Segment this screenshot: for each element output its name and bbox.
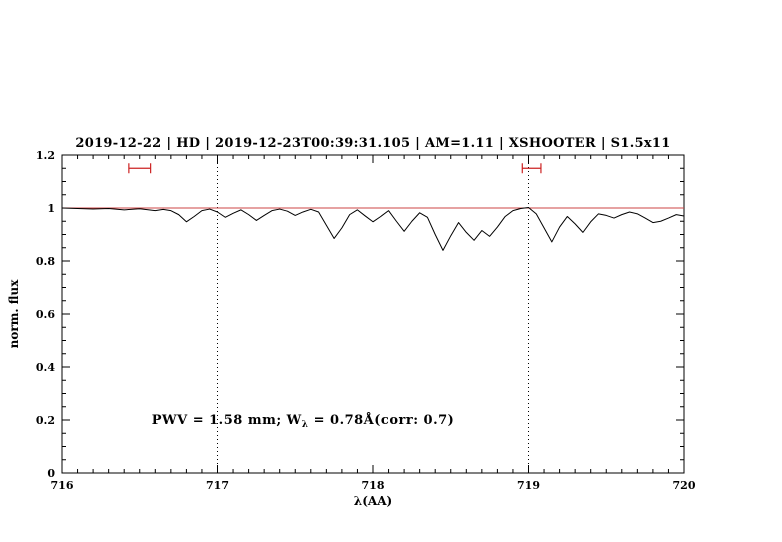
annotation-prefix: PWV = 1.58 mm; W [152,413,302,428]
y-tick-label: 1 [47,202,55,215]
y-tick-label: 0.8 [36,255,55,268]
y-tick-label: 0.4 [36,361,55,374]
x-tick-label: 716 [51,479,74,492]
pwv-annotation: PWV = 1.58 mm; Wλ = 0.78Å(corr: 0.7) [152,412,455,430]
axes-layer: 716 717 718 719 720 0 0.2 0.4 0.6 0.8 1 1.2 [36,149,696,492]
x-axis-label: λ(AA) [354,494,392,508]
marker-layer [128,163,542,174]
y-tick-label: 0.6 [36,308,55,321]
y-tick-label: 0 [47,467,55,480]
annotation-subscript: λ [302,420,309,430]
series-layer [61,206,685,251]
x-tick-label: 717 [206,479,229,492]
spectrum-line [61,206,685,251]
plot-title: 2019-12-22 | HD | 2019-12-23T00:39:31.10… [75,136,670,151]
y-tick-label: 1.2 [36,149,55,162]
annotation-suffix: = 0.78Å(corr: 0.7) [309,412,455,428]
x-tick-label: 719 [517,479,540,492]
y-tick-label: 0.2 [36,414,55,427]
x-tick-label: 720 [673,479,696,492]
x-tick-label: 718 [362,479,385,492]
y-axis-label: norm. flux [7,279,21,349]
